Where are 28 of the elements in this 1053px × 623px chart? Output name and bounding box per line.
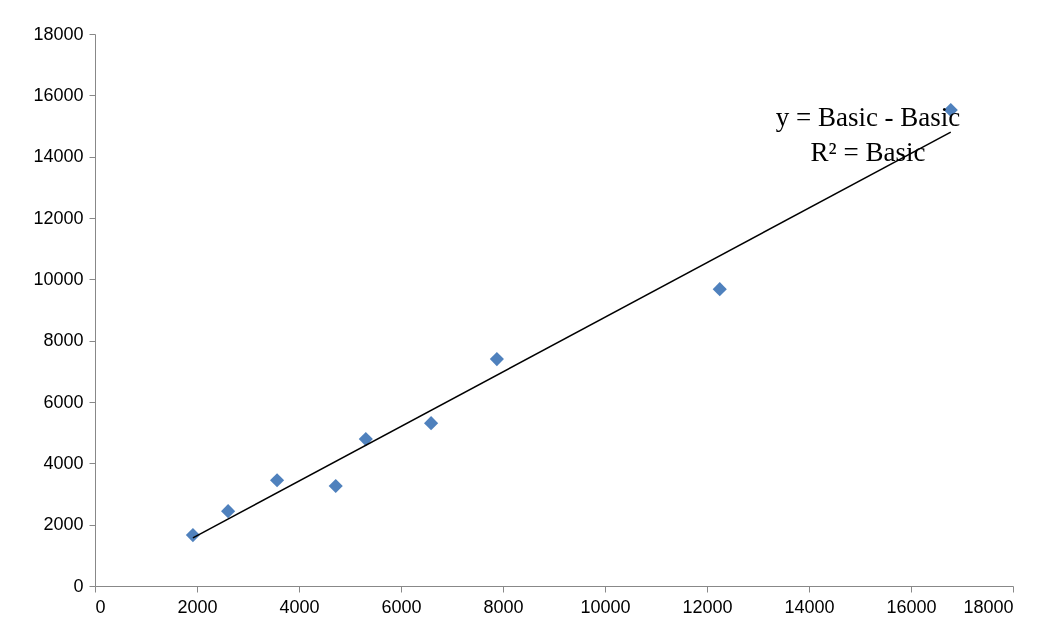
point — [489, 352, 504, 367]
point — [328, 478, 343, 494]
x-tick-label: 8000 — [483, 596, 524, 617]
y-tick-label: 6000 — [43, 391, 84, 412]
y-tick-label: 18000 — [33, 23, 84, 44]
point — [221, 504, 236, 519]
point — [358, 432, 373, 447]
annotation: y = Basic - Basic — [775, 102, 961, 132]
y-tick-label: 8000 — [43, 330, 84, 351]
x-tick-label: 16000 — [886, 596, 937, 617]
y-tick-label: 12000 — [33, 207, 84, 228]
y-tick-label: 2000 — [43, 514, 84, 535]
x-tick-label: 14000 — [784, 596, 835, 617]
x-tick-label: 12000 — [682, 596, 733, 617]
y-tick-label: 4000 — [43, 452, 84, 473]
x-tick-label: 10000 — [580, 596, 631, 617]
point — [270, 473, 285, 488]
y-tick-label: 16000 — [33, 84, 84, 105]
x-tick-label: 6000 — [381, 596, 422, 617]
point — [424, 416, 439, 431]
x-tick-label: 18000 — [963, 596, 1014, 617]
x-tick-label: 4000 — [279, 596, 320, 617]
point — [712, 282, 727, 297]
y-tick-label: 14000 — [33, 146, 84, 167]
y-tick-label: 10000 — [33, 268, 84, 289]
y-tick-label: 0 — [73, 575, 84, 596]
x-tick-label: 2000 — [177, 596, 218, 617]
x-tick-label: 0 — [95, 596, 106, 617]
